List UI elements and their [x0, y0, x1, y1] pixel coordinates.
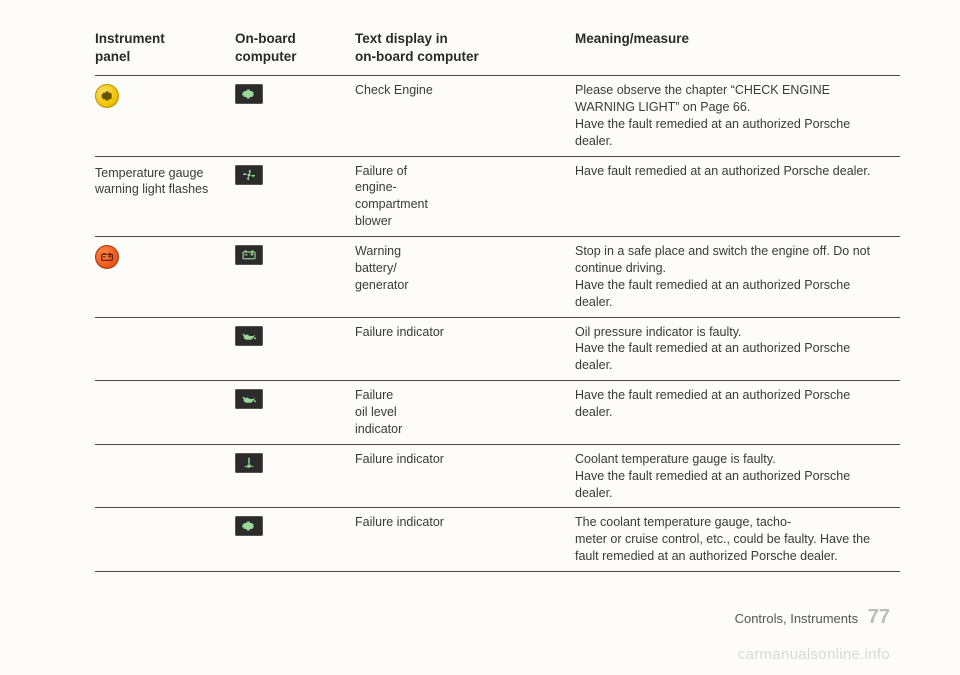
- panel-cell: Temperature gauge warning light flashes: [95, 163, 235, 231]
- engine-computer-icon: [235, 516, 263, 536]
- text-cell: Failure indicator: [355, 451, 575, 502]
- header-computer: On-boardcomputer: [235, 30, 355, 65]
- oilcan-computer-icon: [235, 389, 263, 409]
- oilcan-computer-icon: [235, 326, 263, 346]
- computer-cell: [235, 324, 355, 375]
- table-row: Check EnginePlease observe the chapter “…: [95, 75, 900, 156]
- table-row: Failureoil levelindicatorHave the fault …: [95, 380, 900, 444]
- text-cell: Failure indicator: [355, 324, 575, 375]
- header-text: Text display inon-board computer: [355, 30, 575, 65]
- computer-cell: [235, 243, 355, 311]
- engine-computer-icon: [235, 84, 263, 104]
- meaning-cell: Have the fault remedied at an authorized…: [575, 387, 900, 438]
- table-row: Failure indicatorOil pressure indicator …: [95, 317, 900, 381]
- panel-cell: [95, 514, 235, 565]
- table-row: Temperature gauge warning light flashes F…: [95, 156, 900, 237]
- page-footer: Controls, Instruments 77: [735, 606, 890, 629]
- battery-warning-icon: [95, 245, 119, 269]
- meaning-cell: Please observe the chapter “CHECK ENGINE…: [575, 82, 900, 150]
- panel-cell: [95, 387, 235, 438]
- meaning-cell: Stop in a safe place and switch the engi…: [575, 243, 900, 311]
- table-row: Failure indicatorCoolant temperature gau…: [95, 444, 900, 508]
- battery-computer-icon: [235, 245, 263, 265]
- computer-cell: [235, 514, 355, 565]
- header-meaning: Meaning/measure: [575, 30, 900, 65]
- meaning-cell: The coolant temperature gauge, tacho-met…: [575, 514, 900, 565]
- check-engine-icon: [95, 84, 119, 108]
- page-number: 77: [868, 606, 890, 628]
- text-cell: Check Engine: [355, 82, 575, 150]
- computer-cell: [235, 163, 355, 231]
- header-panel: Instrumentpanel: [95, 30, 235, 65]
- meaning-cell: Coolant temperature gauge is faulty.Have…: [575, 451, 900, 502]
- table-header: Instrumentpanel On-boardcomputer Text di…: [95, 30, 900, 75]
- text-cell: Failureoil levelindicator: [355, 387, 575, 438]
- computer-cell: [235, 451, 355, 502]
- fan-computer-icon: [235, 165, 263, 185]
- meaning-cell: Have fault remedied at an authorized Por…: [575, 163, 900, 231]
- panel-cell: [95, 82, 235, 150]
- text-cell: Warningbattery/generator: [355, 243, 575, 311]
- footer-section: Controls, Instruments: [735, 611, 859, 626]
- meaning-cell: Oil pressure indicator is faulty.Have th…: [575, 324, 900, 375]
- panel-cell: [95, 324, 235, 375]
- panel-cell: [95, 243, 235, 311]
- computer-cell: [235, 82, 355, 150]
- table-row: Failure indicatorThe coolant temperature…: [95, 507, 900, 572]
- panel-cell: [95, 451, 235, 502]
- panel-text: Temperature gauge warning light flashes: [95, 165, 225, 199]
- text-cell: Failure ofengine-compartmentblower: [355, 163, 575, 231]
- temp-computer-icon: [235, 453, 263, 473]
- watermark: carmanualsonline.info: [738, 646, 890, 663]
- table-row: Warningbattery/generatorStop in a safe p…: [95, 236, 900, 317]
- text-cell: Failure indicator: [355, 514, 575, 565]
- warning-table: Instrumentpanel On-boardcomputer Text di…: [95, 30, 900, 572]
- computer-cell: [235, 387, 355, 438]
